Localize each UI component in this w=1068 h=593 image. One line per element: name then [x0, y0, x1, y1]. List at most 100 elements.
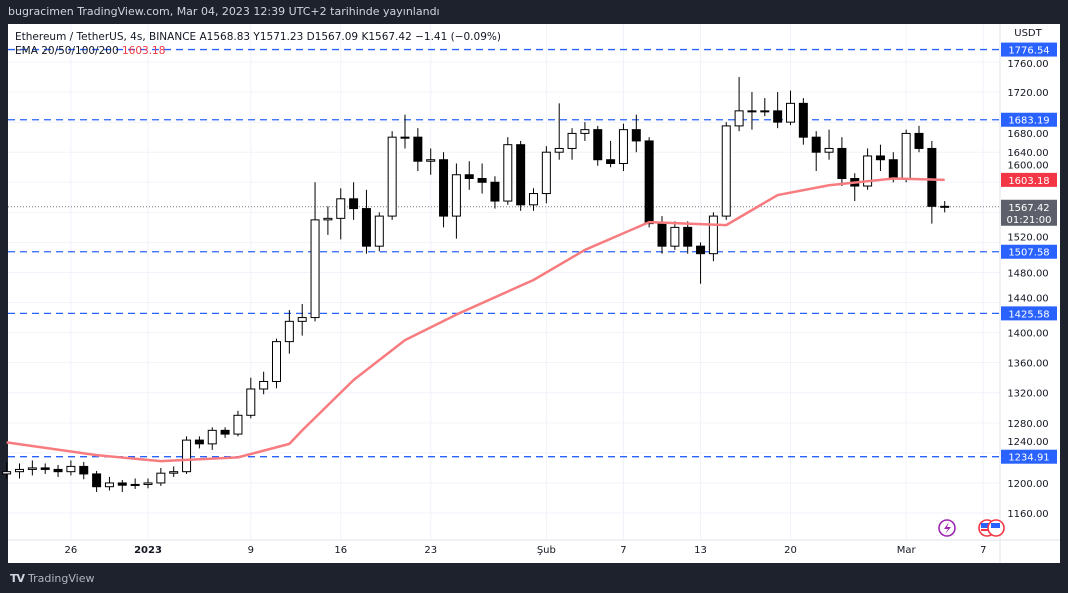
candle[interactable] — [631, 114, 641, 153]
candle[interactable] — [413, 128, 423, 171]
candle-body — [811, 136, 821, 153]
x-tick-label: 13 — [694, 545, 707, 556]
candle[interactable] — [297, 304, 307, 336]
candle[interactable] — [156, 467, 166, 486]
candle[interactable] — [15, 463, 24, 479]
candle-body — [53, 468, 63, 473]
candle[interactable] — [272, 338, 281, 389]
candle[interactable] — [580, 122, 590, 141]
candle[interactable] — [683, 221, 693, 254]
candle-body — [413, 136, 423, 162]
x-tick-label: 7 — [620, 545, 626, 556]
candle[interactable] — [426, 148, 436, 175]
candle[interactable] — [182, 436, 192, 474]
candle[interactable] — [477, 163, 487, 194]
candle-body — [104, 482, 114, 488]
candle[interactable] — [721, 122, 731, 220]
chart-frame — [8, 24, 1060, 563]
candle[interactable] — [554, 103, 564, 160]
candle-body — [361, 208, 371, 247]
candle[interactable] — [284, 310, 294, 354]
level-price-label: 1776.54 — [1008, 46, 1049, 57]
candle[interactable] — [670, 221, 680, 250]
candle[interactable] — [747, 92, 757, 130]
candle[interactable] — [863, 148, 873, 190]
candle[interactable] — [798, 98, 808, 145]
candle[interactable] — [734, 77, 744, 132]
candle[interactable] — [220, 427, 230, 438]
candle[interactable] — [439, 152, 449, 228]
candle[interactable] — [567, 128, 577, 160]
candle-body — [169, 471, 179, 474]
candle[interactable] — [606, 140, 616, 168]
candle[interactable] — [811, 131, 821, 171]
candle[interactable] — [516, 140, 526, 211]
candle[interactable] — [400, 114, 410, 149]
candle-body — [272, 341, 281, 382]
candle[interactable] — [117, 479, 127, 492]
candle[interactable] — [837, 137, 847, 187]
candle[interactable] — [169, 466, 179, 477]
candle[interactable] — [92, 470, 102, 492]
candle[interactable] — [53, 464, 63, 477]
candle[interactable] — [233, 410, 243, 437]
ema-price-label: 1603.18 — [1008, 176, 1049, 187]
candle[interactable] — [246, 377, 256, 419]
candle[interactable] — [773, 92, 783, 129]
level-price-badge — [1001, 244, 1057, 259]
candle-body — [374, 215, 384, 247]
candle-body — [696, 245, 706, 255]
ema-line[interactable] — [6, 177, 945, 463]
candle[interactable] — [541, 146, 551, 204]
candle[interactable] — [66, 460, 76, 476]
candle[interactable] — [850, 173, 860, 202]
y-tick-label: 1720.00 — [1007, 88, 1048, 99]
candle[interactable] — [786, 90, 795, 126]
candle[interactable] — [323, 206, 333, 235]
candle[interactable] — [349, 182, 359, 220]
candle[interactable] — [27, 460, 37, 476]
candle[interactable] — [310, 182, 320, 322]
candle[interactable] — [361, 189, 371, 254]
symbol-ohlc-line: Ethereum / TetherUS, 4s, BINANCE A1568.8… — [15, 31, 501, 43]
candle[interactable] — [503, 137, 513, 205]
candle[interactable] — [194, 436, 204, 449]
candle[interactable] — [927, 140, 937, 224]
candle[interactable] — [875, 144, 885, 171]
candle[interactable] — [824, 129, 834, 160]
candle[interactable] — [708, 212, 718, 262]
candle[interactable] — [40, 463, 50, 474]
candle[interactable] — [940, 201, 950, 213]
candle[interactable] — [387, 131, 397, 220]
candle[interactable] — [143, 478, 153, 489]
candle[interactable] — [451, 163, 461, 239]
candle[interactable] — [593, 125, 603, 166]
candle[interactable] — [374, 212, 384, 252]
candle[interactable] — [529, 188, 538, 211]
candle[interactable] — [618, 123, 628, 171]
candle-body — [2, 471, 12, 475]
ema-legend[interactable]: EMA 20/50/100/200 1603.18 — [15, 44, 501, 58]
candle[interactable] — [901, 129, 911, 183]
candle[interactable] — [914, 125, 924, 153]
candle[interactable] — [130, 478, 140, 489]
candle[interactable] — [2, 461, 12, 480]
candle[interactable] — [696, 242, 706, 284]
lightning-event-icon[interactable] — [938, 519, 956, 537]
candle[interactable] — [207, 427, 217, 450]
y-tick-label: 1680.00 — [1007, 129, 1048, 140]
candle[interactable] — [464, 161, 474, 190]
candle[interactable] — [259, 371, 269, 395]
candle-body — [349, 198, 359, 210]
candle[interactable] — [490, 176, 500, 209]
candle-body — [593, 129, 603, 161]
candle-body — [529, 193, 538, 206]
candle[interactable] — [336, 188, 346, 240]
us-flag-event-icon[interactable] — [978, 519, 1005, 537]
candle[interactable] — [79, 461, 89, 480]
candle-body — [863, 155, 873, 187]
candle[interactable] — [760, 98, 770, 117]
candle[interactable] — [644, 137, 654, 228]
candle[interactable] — [104, 476, 114, 491]
